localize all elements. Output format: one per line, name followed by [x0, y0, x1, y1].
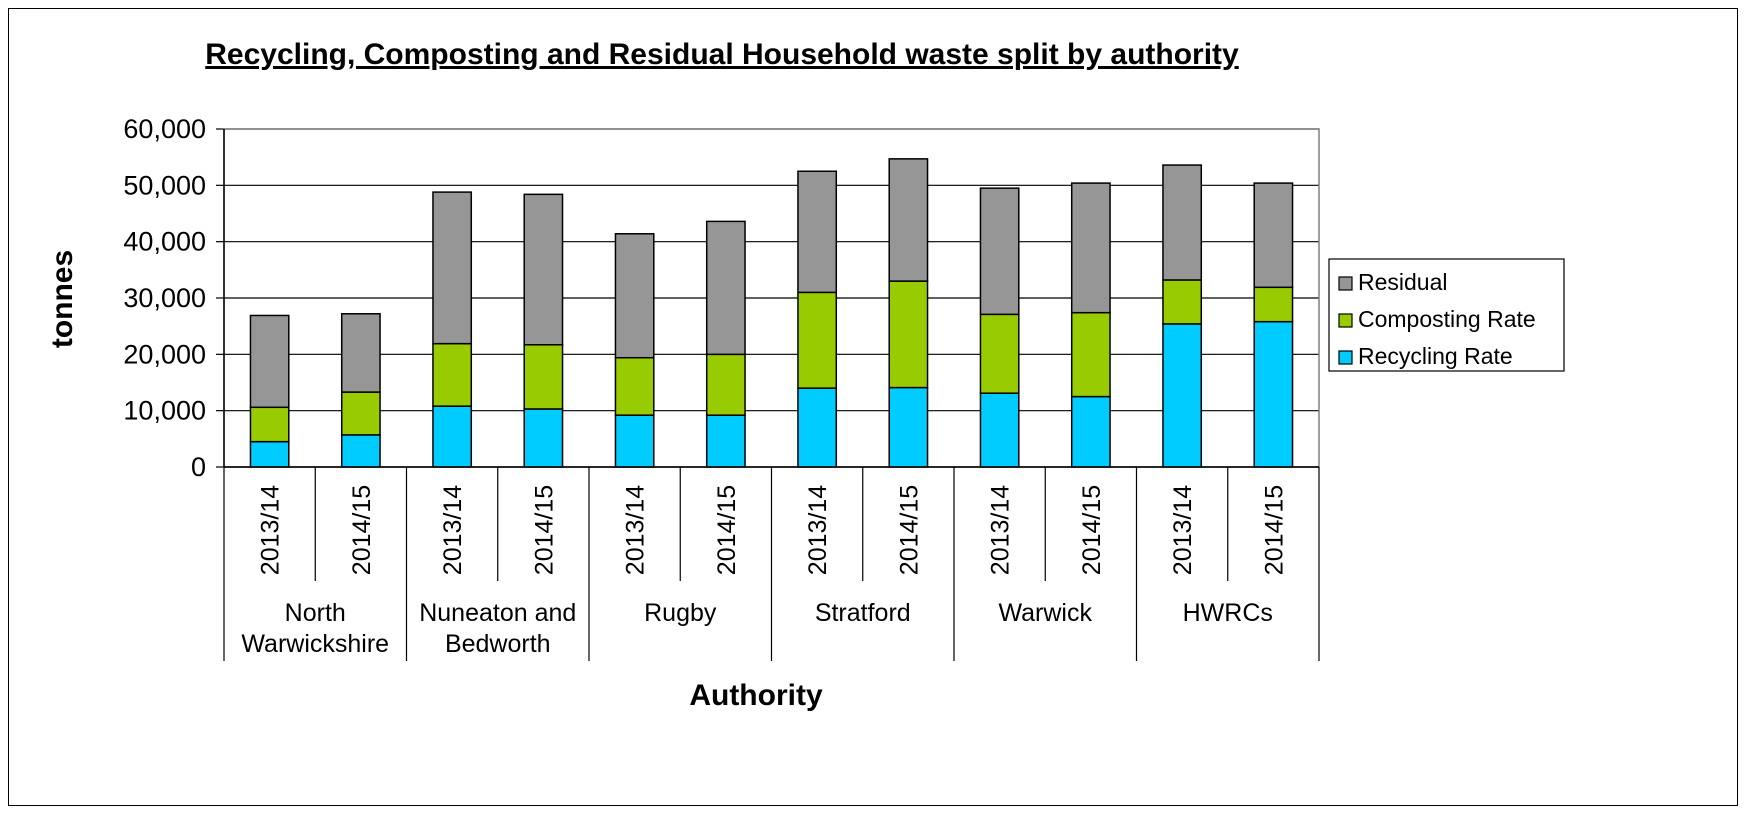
bar-recycling-rate — [614, 414, 655, 468]
chart-frame: Recycling, Composting and Residual House… — [8, 8, 1738, 806]
y-tick-label: 60,000 — [123, 114, 206, 144]
y-tick-label: 50,000 — [123, 170, 206, 200]
x-category-label: 2013/14 — [804, 485, 832, 575]
bar-residual — [1253, 182, 1294, 289]
bar-composting-rate — [797, 291, 838, 389]
bar-recycling-rate — [1070, 395, 1111, 468]
bar-composting-rate — [523, 344, 564, 410]
bar-recycling-rate — [249, 440, 290, 468]
bar-composting-rate — [1070, 311, 1111, 398]
x-category-label: 2013/14 — [257, 485, 285, 575]
x-group-label: Nuneaton and — [419, 599, 576, 627]
y-tick-label: 20,000 — [123, 339, 206, 369]
y-axis-title: tonnes — [46, 250, 79, 348]
legend-label: Residual — [1358, 269, 1448, 295]
bar-residual — [614, 233, 655, 359]
bar-recycling-rate — [797, 387, 838, 468]
x-category-label: 2014/15 — [713, 485, 741, 575]
x-category-label: 2013/14 — [987, 485, 1015, 575]
bar-recycling-rate — [1253, 320, 1294, 468]
bar-composting-rate — [614, 356, 655, 416]
bar-residual — [523, 193, 564, 346]
y-tick-label: 10,000 — [123, 396, 206, 426]
y-axis-tick-labels: 0 10,000 20,000 30,000 40,000 50,000 60,000 — [123, 114, 206, 482]
x-category-label: 2014/15 — [1260, 485, 1288, 575]
bar-recycling-rate — [888, 386, 929, 468]
legend-swatch — [1338, 350, 1353, 365]
x-group-label: Rugby — [644, 599, 717, 627]
x-group-label: Bedworth — [445, 630, 551, 658]
legend: Residual Composting Rate Recycling Rate — [1328, 258, 1565, 372]
x-group-label: North — [285, 599, 346, 627]
x-category-label: 2014/15 — [348, 485, 376, 575]
legend-box — [1328, 258, 1565, 372]
bar-composting-rate — [340, 391, 381, 436]
bar-residual — [705, 220, 746, 356]
legend-label: Recycling Rate — [1358, 343, 1513, 369]
bar-residual — [888, 158, 929, 282]
bar-composting-rate — [888, 280, 929, 389]
bars — [249, 158, 1294, 468]
bar-residual — [979, 187, 1020, 316]
bar-residual — [1162, 164, 1203, 281]
x-category-label: 2014/15 — [1078, 485, 1106, 575]
y-tick-label: 30,000 — [123, 283, 206, 313]
bar-residual — [797, 170, 838, 294]
x-category-label: 2014/15 — [895, 485, 923, 575]
x-category-label: 2013/14 — [622, 485, 650, 575]
bar-composting-rate — [432, 342, 473, 407]
y-tick-label: 0 — [191, 452, 206, 482]
x-category-label: 2014/15 — [530, 485, 558, 575]
bar-residual — [432, 191, 473, 345]
bar-composting-rate — [979, 313, 1020, 394]
bar-recycling-rate — [523, 408, 564, 468]
chart-title: Recycling, Composting and Residual House… — [205, 38, 1239, 71]
x-group-label: Warwick — [998, 599, 1092, 627]
gridlines — [224, 128, 1319, 468]
x-category-label: 2013/14 — [439, 485, 467, 575]
bar-residual — [249, 314, 290, 409]
x-group-label: Stratford — [815, 599, 911, 627]
bar-recycling-rate — [432, 405, 473, 468]
stacked-bar-chart: Recycling, Composting and Residual House… — [46, 38, 1565, 712]
bar-recycling-rate — [340, 434, 381, 468]
bar-residual — [340, 313, 381, 393]
x-group-label: Warwickshire — [241, 630, 389, 658]
bar-composting-rate — [1253, 286, 1294, 323]
bar-composting-rate — [1162, 279, 1203, 325]
x-group-label: HWRCs — [1183, 599, 1273, 627]
bar-composting-rate — [705, 353, 746, 416]
bar-recycling-rate — [979, 392, 1020, 468]
bar-residual — [1070, 182, 1111, 314]
x-axis-title: Authority — [689, 679, 823, 712]
legend-swatch — [1338, 276, 1353, 291]
bar-composting-rate — [249, 406, 290, 443]
bar-recycling-rate — [705, 414, 746, 468]
bar-recycling-rate — [1162, 323, 1203, 468]
x-category-label: 2013/14 — [1169, 485, 1197, 575]
legend-swatch — [1338, 313, 1353, 328]
legend-label: Composting Rate — [1358, 306, 1536, 332]
y-tick-label: 40,000 — [123, 227, 206, 257]
